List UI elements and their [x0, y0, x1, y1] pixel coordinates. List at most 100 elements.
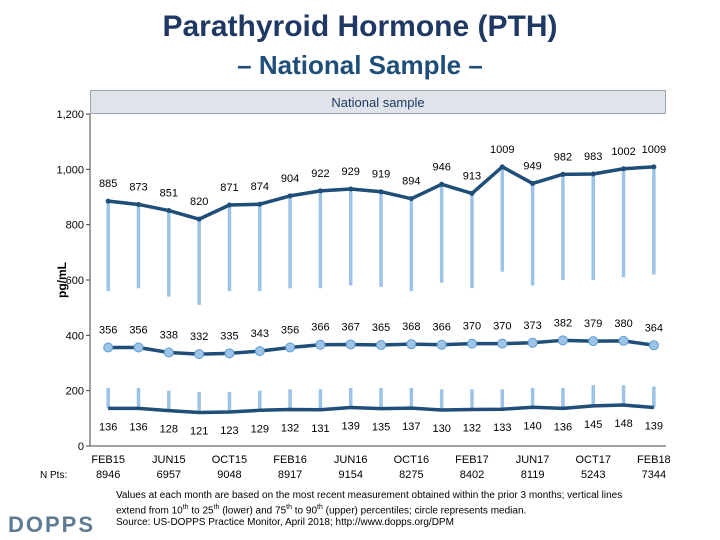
median-point: [345, 339, 356, 350]
npts-value: 9048: [217, 469, 241, 481]
series-line-p10: [108, 403, 655, 415]
p90-point: [651, 164, 657, 170]
dopps-logo: DOPPS: [8, 512, 96, 537]
p90-point: [590, 171, 596, 177]
x-tick-label: OCT17: [576, 454, 611, 466]
data-label-median: 373: [523, 320, 541, 332]
x-tick-label: FEB15: [91, 454, 125, 466]
y-tick-label: 800: [66, 220, 84, 232]
data-label-p90: 913: [463, 170, 481, 182]
p90-point: [348, 186, 354, 192]
median-point: [466, 338, 477, 349]
data-label-p10: 139: [645, 421, 663, 433]
median-point: [285, 342, 296, 353]
median-point: [315, 339, 326, 350]
x-tick-label: FEB17: [455, 454, 489, 466]
data-label-median: 356: [129, 325, 147, 337]
data-label-p10: 145: [584, 419, 602, 431]
page-title: Parathyroid Hormone (PTH): [162, 10, 558, 43]
data-label-p10: 132: [281, 422, 299, 434]
y-tick-label: 200: [66, 386, 84, 398]
footnote-line-1: Values at each month are based on the mo…: [116, 490, 623, 501]
median-point: [254, 346, 265, 357]
x-tick-label: FEB18: [637, 454, 671, 466]
npts-value: 8402: [460, 469, 484, 481]
y-axis-label: pg/mL: [55, 262, 69, 298]
data-label-p90: 871: [220, 182, 238, 194]
y-tick-label: 400: [66, 330, 84, 342]
p90-point: [257, 201, 263, 207]
y-tick-label: 600: [66, 275, 84, 287]
data-label-p90: 949: [523, 160, 541, 172]
data-label-median: 338: [160, 329, 178, 341]
data-label-p90: 922: [311, 168, 329, 180]
median-point: [224, 348, 235, 359]
data-label-median: 364: [645, 322, 663, 334]
y-tick-label: 1,200: [56, 109, 84, 121]
data-label-median: 366: [432, 322, 450, 334]
data-label-median: 343: [251, 328, 269, 340]
p90-point: [408, 196, 414, 202]
data-label-p10: 137: [402, 421, 420, 433]
data-label-p10: 136: [554, 421, 572, 433]
p90-point: [196, 216, 202, 222]
npts-value: 7344: [642, 469, 666, 481]
data-label-p90: 874: [251, 181, 269, 193]
median-point: [133, 342, 144, 353]
footnote-line-2: extend from 10th to 25th (lower) and 75t…: [116, 504, 527, 517]
x-tick-label: JUN15: [152, 454, 186, 466]
data-label-p10: 130: [432, 423, 450, 435]
data-label-p90: 929: [342, 166, 360, 178]
npts-value: 9154: [338, 469, 362, 481]
npts-value: 8275: [399, 469, 423, 481]
npts-value: 8119: [521, 469, 545, 481]
data-label-median: 380: [614, 318, 632, 330]
data-label-p10: 133: [493, 422, 511, 434]
data-label-median: 367: [342, 321, 360, 333]
p90-point: [621, 166, 627, 172]
data-label-p90: 919: [372, 169, 390, 181]
median-point: [163, 347, 174, 358]
y-tick-label: 1,000: [56, 164, 84, 176]
data-label-median: 356: [99, 325, 117, 337]
data-label-p90: 894: [402, 176, 420, 188]
x-tick-label: OCT15: [212, 454, 247, 466]
data-label-p10: 148: [614, 418, 632, 430]
data-label-p90: 1009: [490, 144, 514, 156]
p90-point: [469, 190, 475, 196]
footnote-line-3: Source: US-DOPPS Practice Monitor, April…: [116, 517, 454, 529]
panel-label: National sample: [331, 95, 425, 110]
data-label-median: 379: [584, 318, 602, 330]
data-label-p90: 820: [190, 196, 208, 208]
data-label-p90: 946: [432, 161, 450, 173]
median-point: [648, 340, 659, 351]
data-label-p90: 885: [99, 178, 117, 190]
data-label-p90: 873: [129, 181, 147, 193]
median-point: [406, 339, 417, 350]
x-tick-label: OCT16: [394, 454, 429, 466]
data-label-p10: 121: [190, 426, 208, 438]
median-point: [497, 338, 508, 349]
data-label-median: 332: [190, 331, 208, 343]
data-label-median: 368: [402, 321, 420, 333]
y-tick-label: 0: [78, 441, 84, 453]
data-label-p90: 904: [281, 173, 299, 185]
data-label-p10: 140: [523, 420, 541, 432]
npts-value: 8917: [278, 469, 302, 481]
data-label-p10: 131: [311, 423, 329, 435]
median-point: [436, 339, 447, 350]
page-subtitle: – National Sample –: [237, 50, 483, 80]
data-label-p90: 982: [554, 151, 572, 163]
data-label-median: 365: [372, 322, 390, 334]
data-label-p90: 983: [584, 151, 602, 163]
median-point: [376, 340, 387, 351]
data-label-p90: 851: [160, 188, 178, 200]
data-label-p10: 128: [160, 424, 178, 436]
data-label-p10: 132: [463, 422, 481, 434]
median-point: [588, 336, 599, 347]
data-label-median: 356: [281, 325, 299, 337]
median-point: [103, 342, 114, 353]
data-label-median: 335: [220, 330, 238, 342]
p90-point: [105, 198, 111, 204]
